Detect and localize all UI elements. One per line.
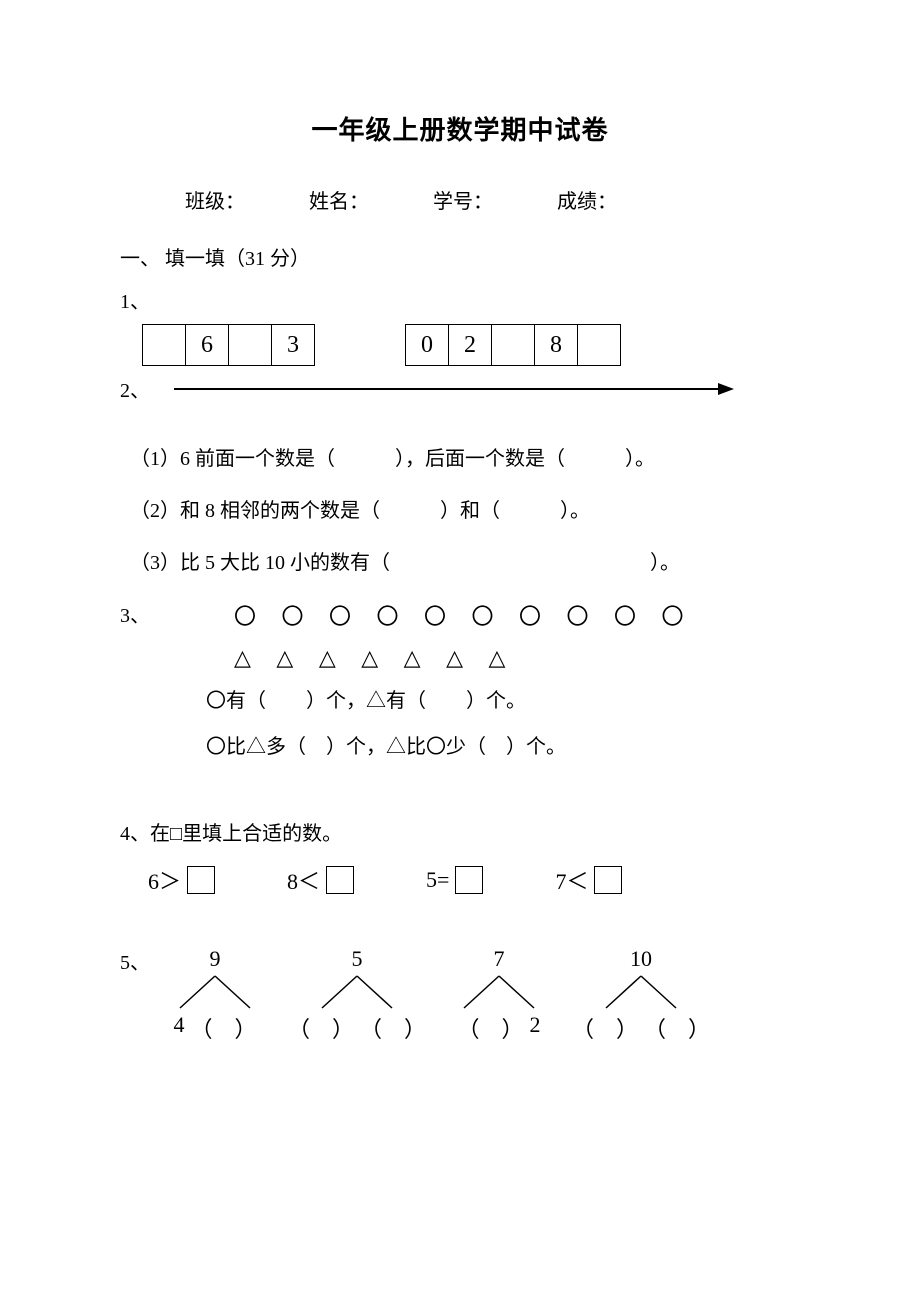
tree-right: （ ） xyxy=(644,1012,710,1044)
answer-box-icon xyxy=(455,866,483,894)
number-tree: 5 （ ） （ ） xyxy=(288,946,426,1044)
q4-item: 7＜ xyxy=(555,864,622,896)
sid-label: 学号： xyxy=(433,185,493,214)
tree-top: 10 xyxy=(630,946,652,972)
arrow-wrap xyxy=(174,380,800,398)
page-title: 一年级上册数学期中试卷 xyxy=(120,110,800,147)
header-fields: 班级： 姓名： 学号： 成绩： xyxy=(120,185,800,214)
name-label: 姓名： xyxy=(309,185,369,214)
tree-top: 5 xyxy=(352,946,363,972)
number-tree: 10 （ ） （ ） xyxy=(572,946,710,1044)
q2-row: 2、 xyxy=(120,374,800,403)
number-tree: 9 4 （ ） xyxy=(170,946,260,1044)
tree-right: 2 xyxy=(530,1012,541,1044)
tree-bottom: 4 （ ） xyxy=(173,1012,256,1044)
q1-boxes-right: 0 2 8 xyxy=(405,324,621,366)
tree-left: 4 xyxy=(173,1012,184,1044)
tree-branch-icon xyxy=(170,974,260,1010)
q4-text: 5= xyxy=(426,867,449,893)
tree-branch-icon xyxy=(596,974,686,1010)
answer-box-icon xyxy=(326,866,354,894)
q2-sub2: （2）和 8 相邻的两个数是（ ）和（ ）。 xyxy=(130,495,800,527)
tree-top: 7 xyxy=(494,946,505,972)
q5-row: 5、 9 4 （ ） 5 （ ） （ ） 7 xyxy=(120,946,800,1044)
tree-left: （ ） xyxy=(458,1012,524,1044)
q3-circles: 〇 〇 〇 〇 〇 〇 〇 〇 〇 〇 xyxy=(234,599,694,631)
q2-label: 2、 xyxy=(120,374,150,403)
number-tree: 7 （ ） 2 xyxy=(454,946,544,1044)
arrow-icon xyxy=(174,380,734,398)
q3-line2: 〇比△多（ ）个，△比〇少（ ）个。 xyxy=(206,731,694,763)
tree-right: （ ） xyxy=(360,1012,426,1044)
answer-box-icon xyxy=(187,866,215,894)
q1-cell: 3 xyxy=(271,324,315,366)
q4-item: 8＜ xyxy=(287,864,354,896)
section1-heading: 一、 填一填（31 分） xyxy=(120,242,800,271)
tree-left: （ ） xyxy=(288,1012,354,1044)
tree-branch-icon xyxy=(312,974,402,1010)
q1-cell xyxy=(577,324,621,366)
q1-cell: 2 xyxy=(448,324,492,366)
q3-body: 〇 〇 〇 〇 〇 〇 〇 〇 〇 〇 △ △ △ △ △ △ △ 〇有（ ）个… xyxy=(230,599,694,777)
score-label: 成绩： xyxy=(557,185,617,214)
q1-cell xyxy=(228,324,272,366)
q1-cell xyxy=(491,324,535,366)
tree-top: 9 xyxy=(210,946,221,972)
q1-label: 1、 xyxy=(120,285,800,314)
q4-row: 6＞ 8＜ 5= 7＜ xyxy=(148,864,800,896)
q3-triangles: △ △ △ △ △ △ △ xyxy=(234,645,694,671)
q1-cell: 0 xyxy=(405,324,449,366)
tree-branch-icon xyxy=(454,974,544,1010)
tree-bottom: （ ） （ ） xyxy=(572,1012,710,1044)
q4-text: 7＜ xyxy=(555,864,588,896)
tree-bottom: （ ） 2 xyxy=(458,1012,541,1044)
answer-box-icon xyxy=(594,866,622,894)
q1-cell xyxy=(142,324,186,366)
q2-sub3: （3）比 5 大比 10 小的数有（ ）。 xyxy=(130,547,800,579)
tree-bottom: （ ） （ ） xyxy=(288,1012,426,1044)
q2-sub1: （1）6 前面一个数是（ ），后面一个数是（ ）。 xyxy=(130,443,800,475)
q1-boxes-left: 6 3 xyxy=(142,324,315,366)
q1-cell: 8 xyxy=(534,324,578,366)
q4-label: 4、在□里填上合适的数。 xyxy=(120,817,800,846)
q4-text: 8＜ xyxy=(287,864,320,896)
class-label: 班级： xyxy=(185,185,245,214)
q3: 3、 〇 〇 〇 〇 〇 〇 〇 〇 〇 〇 △ △ △ △ △ △ △ 〇有（… xyxy=(120,599,800,777)
q5-label: 5、 xyxy=(120,946,170,975)
q1-cell: 6 xyxy=(185,324,229,366)
q1-boxes-row: 6 3 0 2 8 xyxy=(120,324,800,366)
q4-text: 6＞ xyxy=(148,864,181,896)
tree-left: （ ） xyxy=(572,1012,638,1044)
tree-right: （ ） xyxy=(190,1012,256,1044)
q4-item: 6＞ xyxy=(148,864,215,896)
q3-line1: 〇有（ ）个，△有（ ）个。 xyxy=(206,685,694,717)
q4-item: 5= xyxy=(426,866,483,894)
exam-page: 一年级上册数学期中试卷 班级： 姓名： 学号： 成绩： 一、 填一填（31 分）… xyxy=(0,0,920,1104)
